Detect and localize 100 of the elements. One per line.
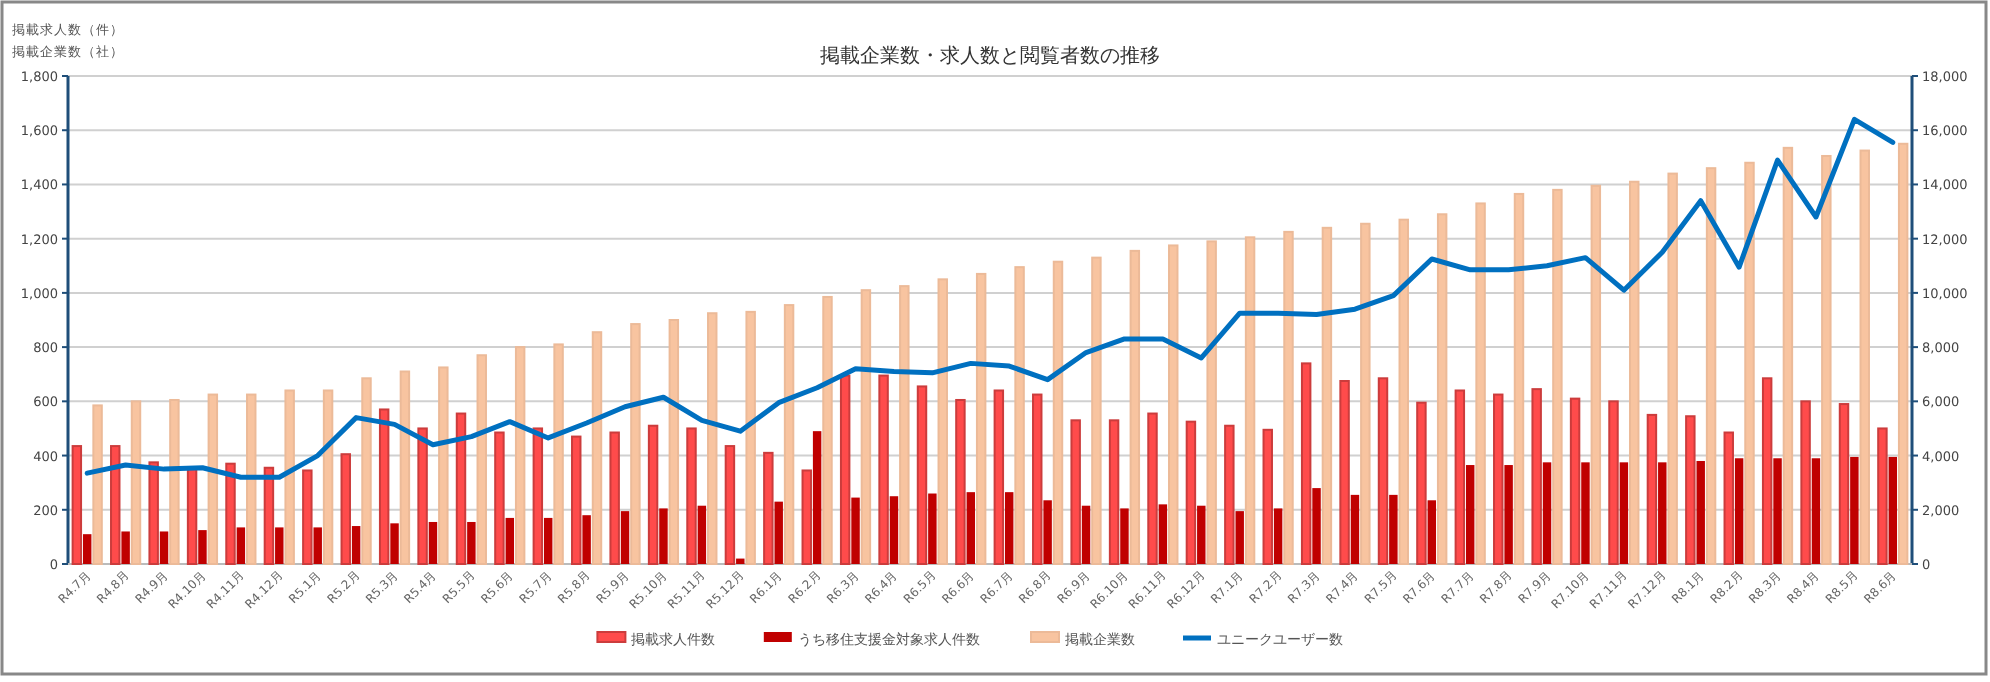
bar bbox=[1052, 260, 1064, 565]
bar bbox=[1877, 427, 1888, 565]
bar bbox=[1081, 505, 1091, 564]
bar bbox=[659, 508, 668, 564]
bar bbox=[1897, 142, 1909, 565]
bar bbox=[198, 530, 207, 564]
bar bbox=[390, 523, 399, 564]
bar bbox=[571, 435, 582, 565]
bar bbox=[553, 343, 564, 565]
bar bbox=[169, 398, 180, 565]
bar bbox=[774, 501, 783, 564]
bar bbox=[186, 468, 198, 565]
bar bbox=[1070, 419, 1081, 565]
bar bbox=[361, 377, 372, 565]
bar bbox=[993, 389, 1005, 565]
bar bbox=[1782, 146, 1794, 565]
bar bbox=[582, 515, 591, 564]
bar bbox=[505, 517, 515, 564]
bar bbox=[647, 424, 659, 565]
bar bbox=[955, 398, 966, 565]
bar bbox=[1734, 458, 1744, 564]
bar bbox=[668, 319, 680, 565]
bar bbox=[1427, 500, 1437, 564]
bar bbox=[1339, 380, 1350, 565]
bar bbox=[1619, 462, 1629, 564]
bar bbox=[1800, 400, 1811, 565]
bar bbox=[284, 389, 295, 565]
bar bbox=[1108, 419, 1120, 565]
bar bbox=[1168, 244, 1179, 565]
bar bbox=[313, 527, 322, 564]
bar bbox=[966, 492, 976, 564]
bar bbox=[889, 496, 899, 564]
bar bbox=[322, 389, 334, 565]
bar bbox=[686, 427, 697, 565]
bar bbox=[763, 451, 774, 565]
bar bbox=[860, 289, 872, 565]
bar bbox=[1811, 458, 1821, 564]
bar bbox=[225, 462, 236, 565]
bar bbox=[1273, 508, 1283, 564]
bar bbox=[236, 527, 246, 564]
bar bbox=[937, 278, 948, 565]
bar bbox=[428, 521, 438, 564]
bar bbox=[476, 354, 487, 565]
bar bbox=[1513, 192, 1525, 565]
bar bbox=[1838, 403, 1850, 565]
bar bbox=[1360, 222, 1371, 565]
bar bbox=[455, 412, 467, 565]
bar bbox=[1859, 149, 1870, 565]
bar bbox=[620, 511, 630, 564]
bar bbox=[1454, 389, 1466, 565]
bar bbox=[1389, 494, 1398, 564]
bar bbox=[707, 312, 718, 565]
bar bbox=[1321, 226, 1333, 565]
bar bbox=[822, 295, 833, 565]
bar bbox=[851, 497, 860, 564]
bar bbox=[1542, 462, 1552, 564]
bar bbox=[121, 531, 130, 564]
bar bbox=[630, 323, 641, 565]
bar bbox=[1014, 266, 1025, 565]
bar bbox=[130, 400, 142, 565]
bar bbox=[417, 427, 428, 565]
bar bbox=[1224, 424, 1235, 565]
bar bbox=[1773, 458, 1782, 564]
bar bbox=[1032, 393, 1043, 565]
bar bbox=[1581, 462, 1590, 564]
bar bbox=[1705, 167, 1717, 565]
bar bbox=[399, 370, 411, 565]
bar bbox=[1629, 180, 1640, 565]
bar bbox=[1723, 431, 1734, 565]
bar bbox=[1888, 456, 1898, 564]
bar bbox=[609, 431, 620, 565]
bar bbox=[340, 453, 351, 565]
bar bbox=[82, 534, 92, 564]
bar bbox=[1761, 377, 1773, 565]
bar bbox=[1658, 462, 1667, 564]
bar bbox=[1262, 428, 1273, 565]
bar bbox=[1004, 492, 1014, 564]
bar bbox=[302, 469, 313, 565]
bar bbox=[378, 408, 390, 565]
bar bbox=[1696, 460, 1705, 564]
bar bbox=[351, 526, 361, 564]
bar bbox=[1531, 388, 1542, 565]
bar bbox=[878, 374, 889, 565]
bar bbox=[148, 461, 159, 565]
bar bbox=[275, 527, 284, 564]
bar bbox=[1147, 412, 1158, 565]
bar bbox=[899, 285, 910, 565]
bar bbox=[92, 404, 103, 565]
bar bbox=[1398, 218, 1409, 565]
bar bbox=[1091, 256, 1102, 565]
bar bbox=[1350, 494, 1360, 564]
bar bbox=[1569, 397, 1581, 565]
bar bbox=[783, 304, 795, 565]
bar bbox=[246, 393, 257, 565]
bar bbox=[1244, 236, 1256, 565]
bar bbox=[1206, 240, 1217, 565]
bar bbox=[839, 374, 851, 565]
bar bbox=[1685, 415, 1696, 565]
bar bbox=[1300, 362, 1312, 565]
bar bbox=[494, 431, 505, 565]
